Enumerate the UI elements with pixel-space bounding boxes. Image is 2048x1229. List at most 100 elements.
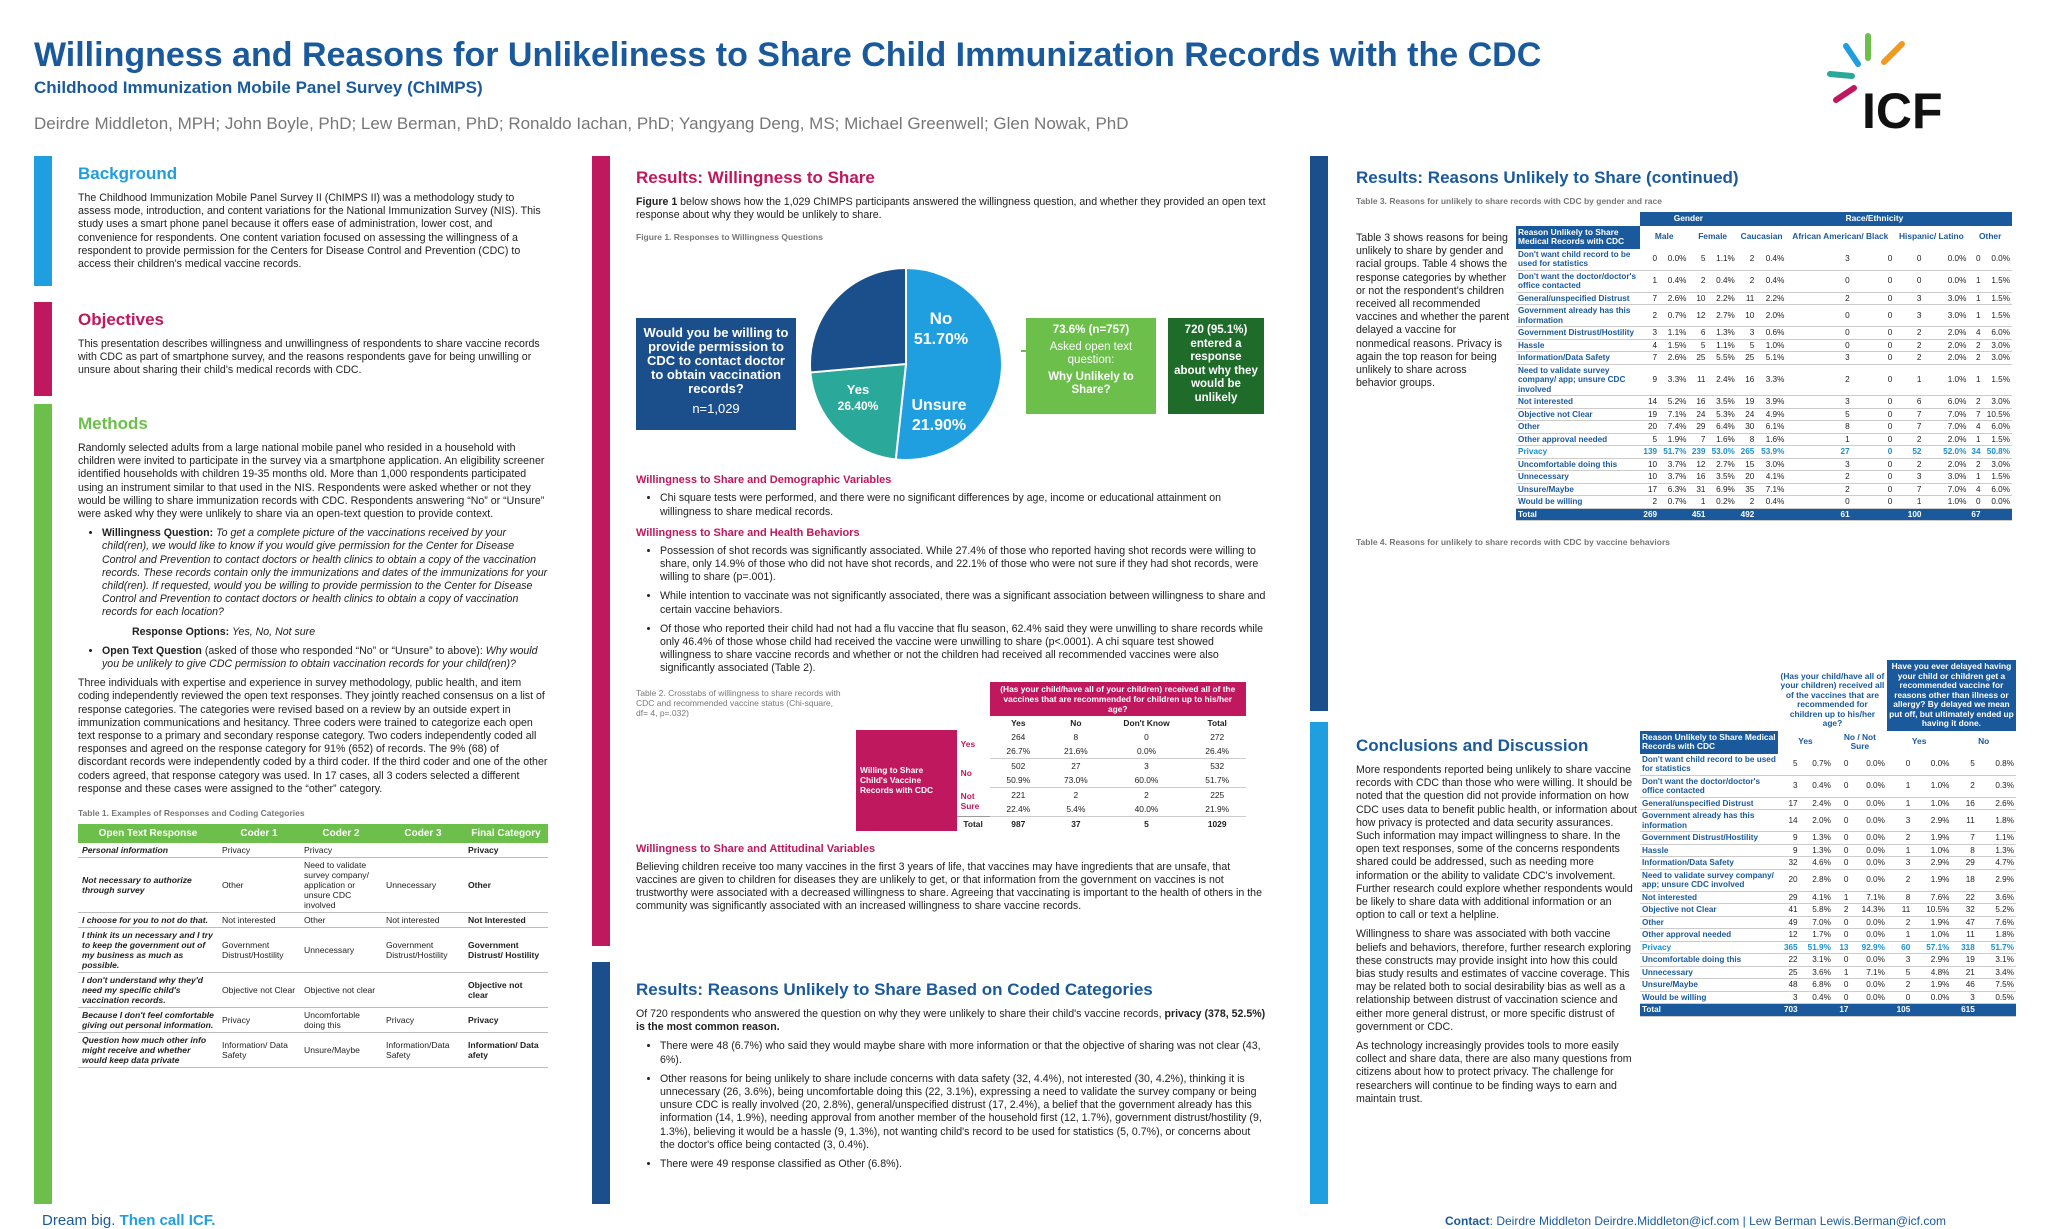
table-cell: 2 bbox=[1736, 495, 1757, 509]
table-cell: 3 bbox=[1786, 458, 1852, 471]
table-cell: 2.0% bbox=[1923, 433, 1969, 446]
table-row: General/unspecified Distrust 17 2.4% 0 0.0% 1… bbox=[1640, 797, 2016, 810]
table-cell: 2.0% bbox=[1923, 351, 1969, 365]
table-cell: Unnecessary bbox=[1640, 966, 1778, 979]
table-cell: 0 bbox=[1851, 420, 1895, 434]
table-cell: 0 bbox=[1894, 270, 1924, 293]
table-cell: 0 bbox=[1968, 248, 1983, 271]
table-cell: 60.0% bbox=[1104, 772, 1189, 788]
table-cell: 0 bbox=[1851, 270, 1895, 293]
table-cell: 0 bbox=[1832, 916, 1851, 929]
pie-slice-no bbox=[894, 267, 1003, 462]
table-cell: Information/ Data Safety bbox=[218, 1032, 300, 1069]
table-cell: 7.1% bbox=[1659, 408, 1689, 421]
table-cell bbox=[1799, 1003, 1833, 1017]
table-cell: 0.4% bbox=[1799, 991, 1833, 1004]
table-cell: 51.7% bbox=[1188, 772, 1246, 788]
table-cell: 5.8% bbox=[1799, 903, 1833, 917]
table-cell: 29 bbox=[1688, 420, 1708, 434]
table-cell: Need to validate survey company/ app; un… bbox=[1516, 364, 1640, 396]
table-row: Uncomfortable doing this 10 3.7% 12 2.7% 15 3.… bbox=[1516, 458, 2012, 471]
table-cell: 3 bbox=[1894, 304, 1924, 327]
table2: (Has your child/have all of your childre… bbox=[856, 681, 1246, 831]
table-row: Uncomfortable doing this 22 3.1% 0 0.0% 3 2.9%… bbox=[1640, 953, 2016, 967]
table-cell: 139 bbox=[1640, 445, 1660, 459]
table-cell: 3.0% bbox=[1982, 339, 2012, 352]
table-cell: 2 bbox=[1073, 789, 1079, 800]
table-cell: 49 bbox=[1778, 916, 1800, 929]
table-cell: Information/Data Safety bbox=[1640, 856, 1778, 870]
table-cell: 53.0% bbox=[1707, 445, 1737, 459]
table-cell: Government Distrust/Hostility bbox=[382, 927, 464, 974]
table-cell: 1 bbox=[1894, 495, 1924, 509]
table-cell: 27 bbox=[1786, 445, 1852, 459]
table-cell: 7 bbox=[1640, 351, 1660, 365]
t1-header: Coder 1 bbox=[218, 824, 300, 844]
table-cell: 2 bbox=[1894, 326, 1924, 340]
table-cell: 7.1% bbox=[1850, 966, 1887, 979]
table-cell: 0 bbox=[1640, 248, 1660, 271]
table-cell: 25 bbox=[1688, 351, 1708, 365]
table-cell: 239 bbox=[1688, 445, 1708, 459]
table-cell: 269 bbox=[1640, 508, 1660, 521]
open-text-box: 73.6% (n=757) Asked open text question: … bbox=[1026, 318, 1156, 415]
table-cell: No bbox=[960, 767, 972, 778]
table-cell: 3.0% bbox=[1756, 458, 1787, 471]
table-cell: I don't understand why they'd need my sp… bbox=[78, 972, 218, 1009]
table-cell: 451 bbox=[1688, 508, 1708, 521]
table-cell: 2 bbox=[1736, 270, 1757, 293]
table-cell: 51.7% bbox=[1976, 941, 2016, 954]
table-cell: 1.1% bbox=[1707, 339, 1737, 352]
table-cell: 14.3% bbox=[1850, 903, 1887, 917]
table-cell: 2 bbox=[1886, 869, 1913, 892]
table-cell: 20 bbox=[1778, 869, 1800, 892]
table-cell: 0 bbox=[1832, 869, 1851, 892]
table-cell: 3.5% bbox=[1707, 395, 1737, 409]
results1-heading: Results: Willingness to Share bbox=[636, 168, 875, 187]
table-cell: 1 bbox=[1640, 270, 1660, 293]
table-cell: 5.3% bbox=[1707, 408, 1737, 421]
table-cell: 7.0% bbox=[1923, 483, 1969, 496]
table-cell: 7.0% bbox=[1923, 408, 1969, 421]
table-cell: 502 bbox=[1011, 760, 1026, 771]
table-cell: 2.9% bbox=[1912, 856, 1952, 870]
table-cell: 1.3% bbox=[1976, 844, 2016, 857]
table-cell: 0.4% bbox=[1707, 270, 1737, 293]
table-cell: 2 bbox=[1894, 339, 1924, 352]
table-cell: 1 bbox=[1968, 433, 1983, 446]
pie-value-no: 51.70% bbox=[914, 331, 968, 348]
results1-section: Results: Willingness to Share Figure 1 b… bbox=[636, 168, 1266, 913]
table-cell: 24 bbox=[1688, 408, 1708, 421]
table-cell: 0.7% bbox=[1659, 304, 1689, 327]
table-cell: 67 bbox=[1968, 508, 1983, 521]
table-cell: 1.3% bbox=[1707, 326, 1737, 340]
table-cell: 16 bbox=[1688, 470, 1708, 484]
methods-section: Methods Randomly selected adults from a … bbox=[78, 414, 548, 1069]
table-cell bbox=[1707, 508, 1737, 521]
table-cell: 1.5% bbox=[1982, 304, 2012, 327]
table-cell: 1.0% bbox=[1912, 797, 1952, 810]
table-cell: 105 bbox=[1886, 1003, 1913, 1017]
table-cell: 0 bbox=[1832, 978, 1851, 992]
poster-title: Willingness and Reasons for Unlikeliness… bbox=[34, 36, 1542, 74]
table-cell: 2.9% bbox=[1976, 869, 2016, 892]
table-cell: Other bbox=[218, 857, 300, 914]
table-cell: 1 bbox=[1968, 292, 1983, 305]
table-cell: 0 bbox=[1832, 953, 1851, 967]
conclusions-bar bbox=[1310, 722, 1328, 1204]
table-cell: 0 bbox=[1851, 248, 1895, 271]
table-cell: Information/Data Safety bbox=[1516, 351, 1640, 365]
att-text: Believing children receive too many vacc… bbox=[636, 860, 1262, 913]
table-cell: 0 bbox=[1786, 270, 1852, 293]
table-cell: 1.5% bbox=[1982, 292, 2012, 305]
table-cell: 25 bbox=[1736, 351, 1757, 365]
table-cell: Objective not Clear bbox=[1640, 903, 1778, 917]
background-bar bbox=[34, 156, 52, 286]
table-cell bbox=[1982, 508, 2012, 521]
table-cell: 492 bbox=[1736, 508, 1757, 521]
table-cell: 1.9% bbox=[1912, 831, 1952, 845]
table2-caption: Table 2. Crosstabs of willingness to sha… bbox=[636, 687, 841, 718]
table-cell: Would be willing bbox=[1640, 991, 1778, 1004]
table-cell: 3 bbox=[1886, 953, 1913, 967]
results3-heading: Results: Reasons Unlikely to Share (cont… bbox=[1356, 168, 1739, 187]
